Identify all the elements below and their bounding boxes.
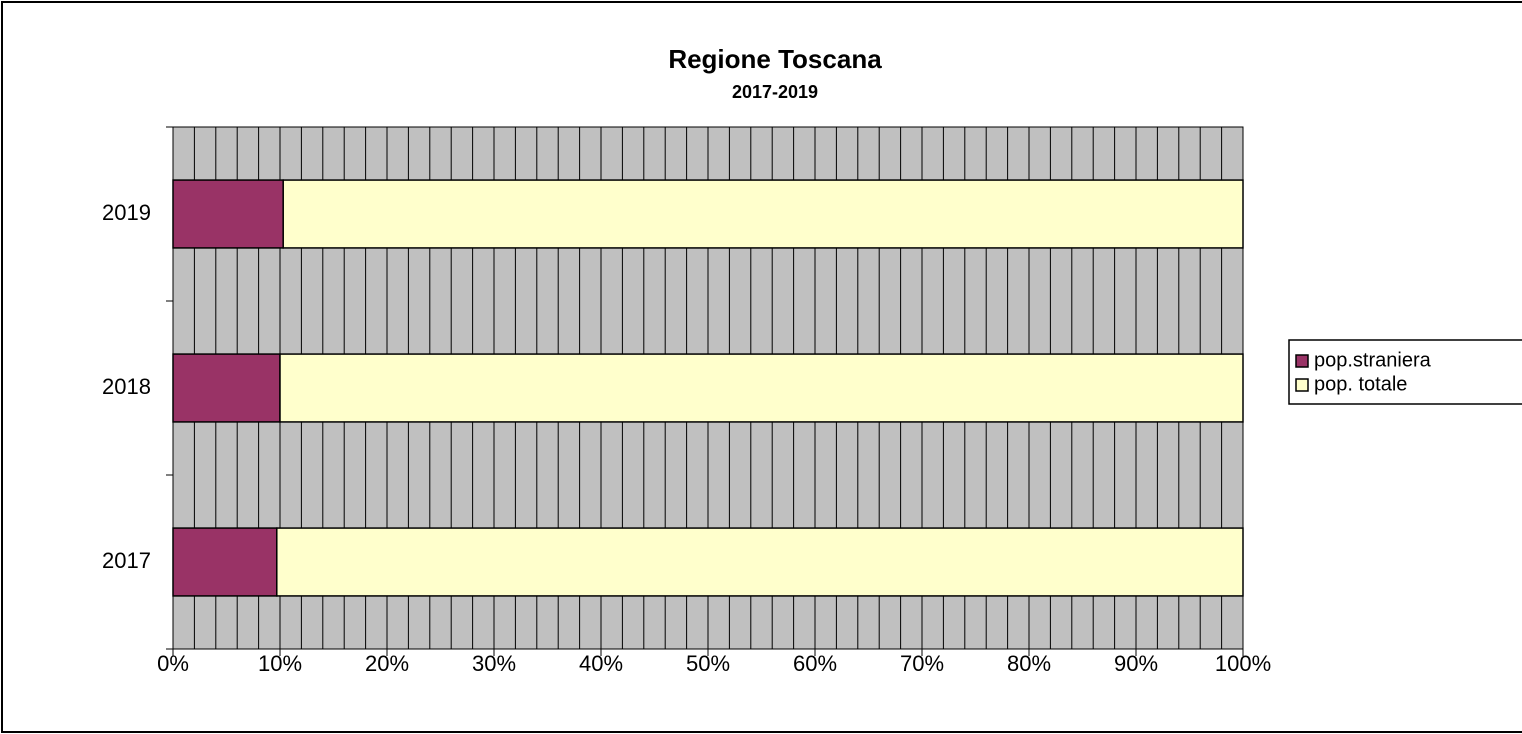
bar-segment <box>282 179 1244 249</box>
x-tick-label: 90% <box>1114 651 1158 676</box>
chart-subtitle: 2017-2019 <box>732 82 818 102</box>
x-tick-label: 60% <box>793 651 837 676</box>
legend-label: pop.straniera <box>1314 349 1432 371</box>
y-tick-label: 2018 <box>102 374 151 399</box>
bar-segment <box>279 353 1244 423</box>
bar-segment <box>172 179 284 249</box>
y-tick-label: 2017 <box>102 548 151 573</box>
bar-segment <box>276 527 1244 597</box>
y-tick-label: 2019 <box>102 200 151 225</box>
legend-swatch <box>1295 354 1309 368</box>
legend-swatch <box>1295 378 1309 392</box>
x-tick-label: 40% <box>579 651 623 676</box>
chart-title: Regione Toscana <box>668 44 882 74</box>
legend-label: pop. totale <box>1314 373 1407 395</box>
x-tick-label: 50% <box>686 651 730 676</box>
x-tick-label: 0% <box>157 651 189 676</box>
bar-segment <box>172 353 281 423</box>
bar-segment <box>172 527 278 597</box>
x-tick-label: 20% <box>365 651 409 676</box>
x-tick-label: 30% <box>472 651 516 676</box>
x-tick-label: 80% <box>1007 651 1051 676</box>
x-tick-label: 10% <box>258 651 302 676</box>
x-tick-label: 100% <box>1215 651 1271 676</box>
x-tick-label: 70% <box>900 651 944 676</box>
legend-box <box>1288 339 1522 405</box>
